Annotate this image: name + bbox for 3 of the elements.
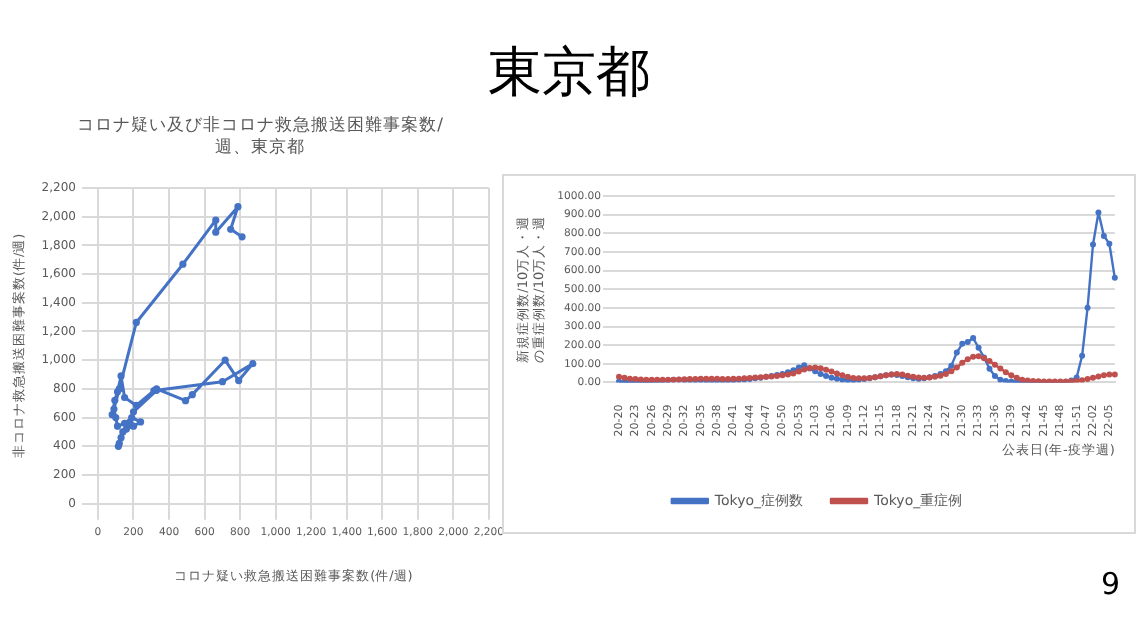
- text: 9: [1098, 566, 1120, 602]
- text: 東京都: [486, 40, 652, 108]
- chart-title: コロナ疑い及び非コロナ救急搬送困難事案数/週、東京都: [75, 116, 445, 160]
